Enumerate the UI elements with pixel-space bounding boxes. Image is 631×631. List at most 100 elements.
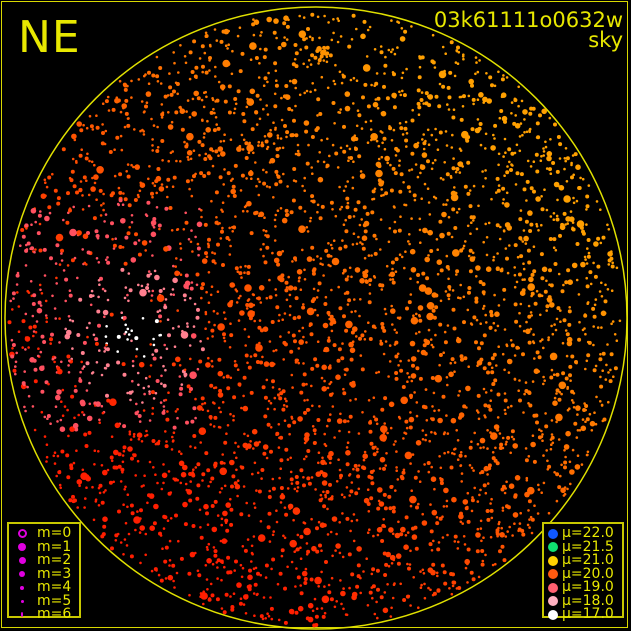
star-point [211, 335, 214, 338]
star-point [377, 164, 382, 169]
star-point [517, 346, 520, 350]
star-point [353, 298, 356, 301]
star-point [335, 374, 341, 381]
star-point [537, 435, 542, 440]
star-point [126, 163, 130, 166]
star-point [303, 176, 307, 180]
star-point [316, 203, 320, 207]
star-point [349, 347, 356, 354]
star-point [39, 350, 43, 354]
star-point [245, 105, 249, 109]
star-point [582, 408, 587, 412]
star-point [341, 555, 345, 559]
star-point [299, 390, 304, 395]
star-point [302, 362, 305, 365]
star-point [213, 252, 217, 255]
star-point [328, 450, 334, 457]
star-point [328, 482, 332, 487]
star-point [475, 265, 481, 271]
mu-legend: μ=22.0 μ=21.5 μ=21.0 μ=20.0 μ=19.0 μ=18.0 μ=17… [542, 522, 624, 621]
star-point [131, 364, 135, 368]
star-point [338, 521, 342, 524]
star-point [321, 595, 330, 604]
star-point [273, 239, 277, 242]
star-point [156, 481, 159, 485]
star-point [393, 328, 397, 332]
star-point [144, 104, 148, 109]
star-point [66, 354, 71, 359]
star-point [462, 244, 466, 248]
star-point [269, 128, 272, 132]
star-point [101, 287, 105, 291]
star-point [266, 16, 273, 23]
star-point [331, 101, 336, 105]
star-point [158, 289, 163, 293]
star-point [246, 210, 249, 213]
star-point [105, 234, 110, 239]
star-point [327, 590, 332, 595]
star-point [282, 172, 285, 176]
star-point [196, 246, 201, 251]
star-point [178, 460, 185, 467]
star-point [303, 522, 307, 525]
star-point [155, 569, 158, 572]
star-point [207, 542, 211, 546]
star-point [484, 313, 488, 317]
star-point [106, 256, 109, 259]
star-point [126, 327, 130, 331]
star-point [331, 554, 334, 558]
star-point [154, 473, 157, 477]
star-point [199, 535, 204, 540]
star-point [470, 83, 474, 88]
star-point [276, 262, 281, 267]
star-point [395, 553, 402, 559]
star-point [569, 216, 575, 222]
star-point [236, 368, 240, 372]
star-point [298, 339, 305, 345]
star-point [130, 221, 134, 224]
star-point [36, 307, 43, 314]
star-point [289, 477, 294, 482]
star-point [363, 220, 370, 227]
star-point [479, 437, 486, 444]
star-point [242, 603, 246, 606]
star-point [236, 270, 240, 274]
star-point [262, 596, 266, 599]
star-point [419, 241, 422, 244]
star-point [429, 588, 432, 592]
star-point [527, 391, 532, 395]
star-point [218, 426, 222, 429]
star-point [287, 18, 290, 22]
star-point [426, 128, 430, 132]
star-point [499, 442, 504, 447]
star-point [64, 299, 67, 303]
star-point [592, 314, 597, 319]
star-point [144, 434, 147, 438]
star-point [313, 308, 317, 312]
star-point [423, 582, 426, 586]
star-point [322, 322, 329, 329]
star-point [202, 590, 205, 593]
star-point [464, 454, 467, 458]
star-point [321, 386, 328, 392]
star-point [370, 586, 374, 589]
star-point [347, 44, 352, 49]
star-point [243, 594, 249, 600]
star-point [419, 586, 423, 589]
star-point [172, 277, 178, 284]
star-point [95, 401, 101, 407]
star-point [43, 178, 47, 182]
star-point [554, 248, 558, 252]
star-point [484, 132, 488, 136]
star-point [394, 270, 398, 274]
star-point [431, 509, 438, 516]
star-point [390, 19, 393, 22]
star-point [511, 534, 514, 537]
star-point [604, 378, 608, 381]
star-point [173, 345, 177, 349]
star-point [194, 416, 197, 420]
star-point [397, 520, 400, 524]
star-point [427, 143, 431, 146]
star-point [372, 233, 377, 238]
star-point [162, 409, 166, 412]
